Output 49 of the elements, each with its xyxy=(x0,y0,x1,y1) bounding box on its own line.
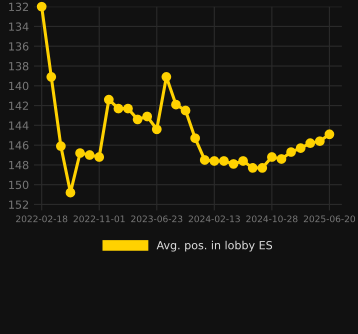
point xyxy=(162,72,172,82)
y-tick-label: 146 xyxy=(9,141,28,150)
x-tick-label: 2022-11-01 xyxy=(74,215,125,222)
point xyxy=(267,152,277,162)
y-tick-label: 138 xyxy=(9,62,28,70)
point xyxy=(56,141,66,151)
point xyxy=(248,163,258,173)
point xyxy=(84,150,94,160)
y-tick-label: 144 xyxy=(9,121,29,130)
y-tick-label: 150 xyxy=(9,180,28,190)
x-tick-label: 2025-06-20 xyxy=(304,215,356,222)
point xyxy=(123,104,133,114)
x-tick-label: 2024-02-13 xyxy=(188,215,240,222)
point xyxy=(314,136,325,146)
y-tick-label: 140 xyxy=(9,82,28,90)
point xyxy=(257,163,268,173)
point xyxy=(132,114,142,124)
point xyxy=(228,159,238,169)
point xyxy=(324,129,334,140)
point xyxy=(296,143,306,153)
point xyxy=(142,112,152,122)
point xyxy=(66,188,76,198)
point xyxy=(286,147,296,157)
point xyxy=(219,156,229,166)
point xyxy=(104,94,114,105)
point xyxy=(305,138,316,148)
legend-label: Avg. pos. in lobby ES xyxy=(156,240,272,252)
point xyxy=(190,133,200,144)
point xyxy=(152,124,162,134)
point xyxy=(94,152,104,162)
point xyxy=(238,156,248,166)
point xyxy=(36,2,47,12)
y-tick-label: 152 xyxy=(9,200,28,209)
x-tick-label: 2024-10-28 xyxy=(246,215,298,222)
x-tick-label: 2023-06-23 xyxy=(131,215,182,222)
point xyxy=(276,154,286,164)
y-tick-label: 148 xyxy=(9,160,28,170)
point xyxy=(114,104,124,114)
y-tick-label: 132 xyxy=(9,2,28,12)
point xyxy=(200,155,210,165)
point xyxy=(209,156,220,166)
y-tick-label: 134 xyxy=(9,22,29,31)
y-tick-label: 136 xyxy=(9,42,28,51)
y-tick-label: 142 xyxy=(9,102,28,110)
x-tick-label: 2022-02-18 xyxy=(16,215,68,222)
point xyxy=(75,148,85,158)
point xyxy=(171,100,181,110)
point xyxy=(180,106,190,116)
point xyxy=(46,72,56,82)
